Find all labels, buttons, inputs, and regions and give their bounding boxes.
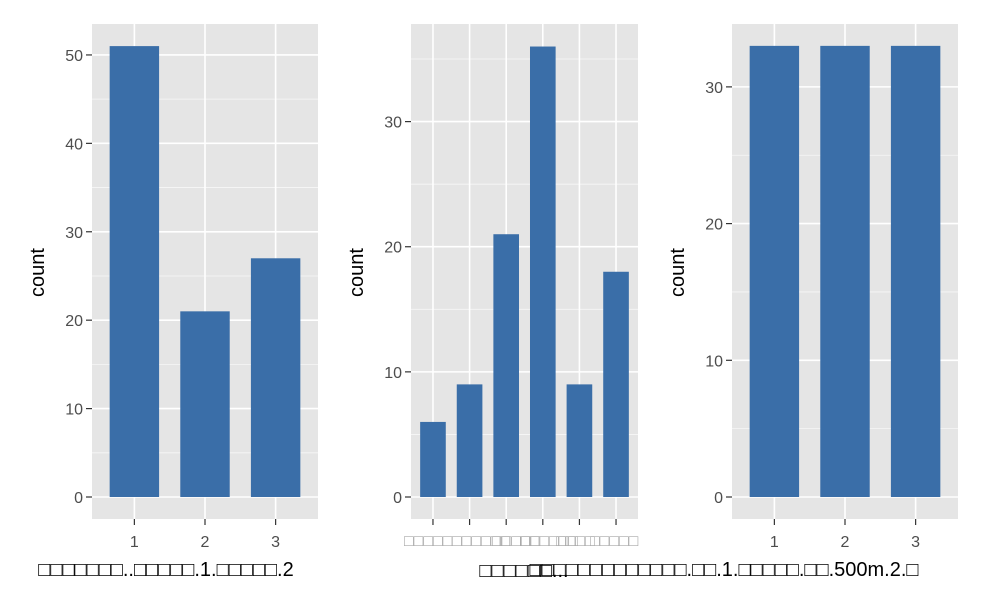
chart-3-xtick-label: 3 xyxy=(911,534,920,551)
chart-1-ytick-label: 50 xyxy=(65,48,83,65)
chart-3-ytick-label: 10 xyxy=(705,353,723,370)
chart-2-bar xyxy=(456,384,483,497)
chart-2-xtick-label: □□□□□□ xyxy=(452,533,510,550)
chart-1-xtick-label: 2 xyxy=(201,534,210,551)
chart-1-bar xyxy=(109,46,160,497)
chart-3-bar xyxy=(890,45,941,497)
chart-2-xtick-label: □□□□□ xyxy=(590,533,639,550)
chart-3-bar xyxy=(749,45,800,497)
chart-3-bar xyxy=(820,45,870,497)
chart-2-bar xyxy=(603,271,629,497)
chart-2-y-axis-title: count xyxy=(346,248,368,297)
chart-1-y-axis-title: count xyxy=(27,248,49,297)
chart-1-ytick-label: 10 xyxy=(65,402,83,419)
chart-2-xtick-label: □□□□□ xyxy=(404,533,453,550)
chart-3-y-axis-title: count xyxy=(667,248,689,297)
chart-1-bar xyxy=(250,258,301,497)
chart-2-ytick-label: 20 xyxy=(384,240,402,257)
chart-3-ytick-label: 0 xyxy=(714,490,723,507)
chart-2-bar xyxy=(420,421,446,497)
chart-3-x-axis-title: □□□□□□□□□□□□□.□□.1.□□□□□.□□.500m.2.□ xyxy=(529,559,918,581)
chart-2-ytick-label: 10 xyxy=(384,365,402,382)
chart-1-xtick-label: 1 xyxy=(130,534,139,551)
chart-3-xtick-label: 1 xyxy=(770,534,779,551)
chart-1-ytick-label: 30 xyxy=(65,225,83,242)
chart-3-ytick-label: 20 xyxy=(705,217,723,234)
chart-1-xtick-label: 3 xyxy=(271,534,280,551)
chart-1-bar xyxy=(180,311,230,497)
chart-2-x-axis-title: □□□□□□... xyxy=(479,560,568,582)
chart-1-ytick-label: 20 xyxy=(65,313,83,330)
chart-2-bar xyxy=(493,234,520,497)
chart-3-xtick-label: 2 xyxy=(841,534,850,551)
chart-2-bar xyxy=(529,46,556,498)
chart-2-xtick-label: □□□□ xyxy=(556,533,595,550)
chart-2-ytick-label: 0 xyxy=(393,490,402,507)
chart-2-xtick-label: □□□□□□ xyxy=(520,533,578,550)
chart-1-ytick-label: 0 xyxy=(74,490,83,507)
chart-2-bar xyxy=(566,384,593,497)
chart-3-ytick-label: 30 xyxy=(705,80,723,97)
chart-1-ytick-label: 40 xyxy=(65,136,83,153)
chart-2-xtick-label: □□□□□ xyxy=(492,533,541,550)
chart-2-panel xyxy=(411,24,638,519)
chart-1-x-axis-title: □□□□□□□..□□□□□.1.□□□□□.2 xyxy=(38,559,293,581)
chart-2-ytick-label: 30 xyxy=(384,115,402,132)
